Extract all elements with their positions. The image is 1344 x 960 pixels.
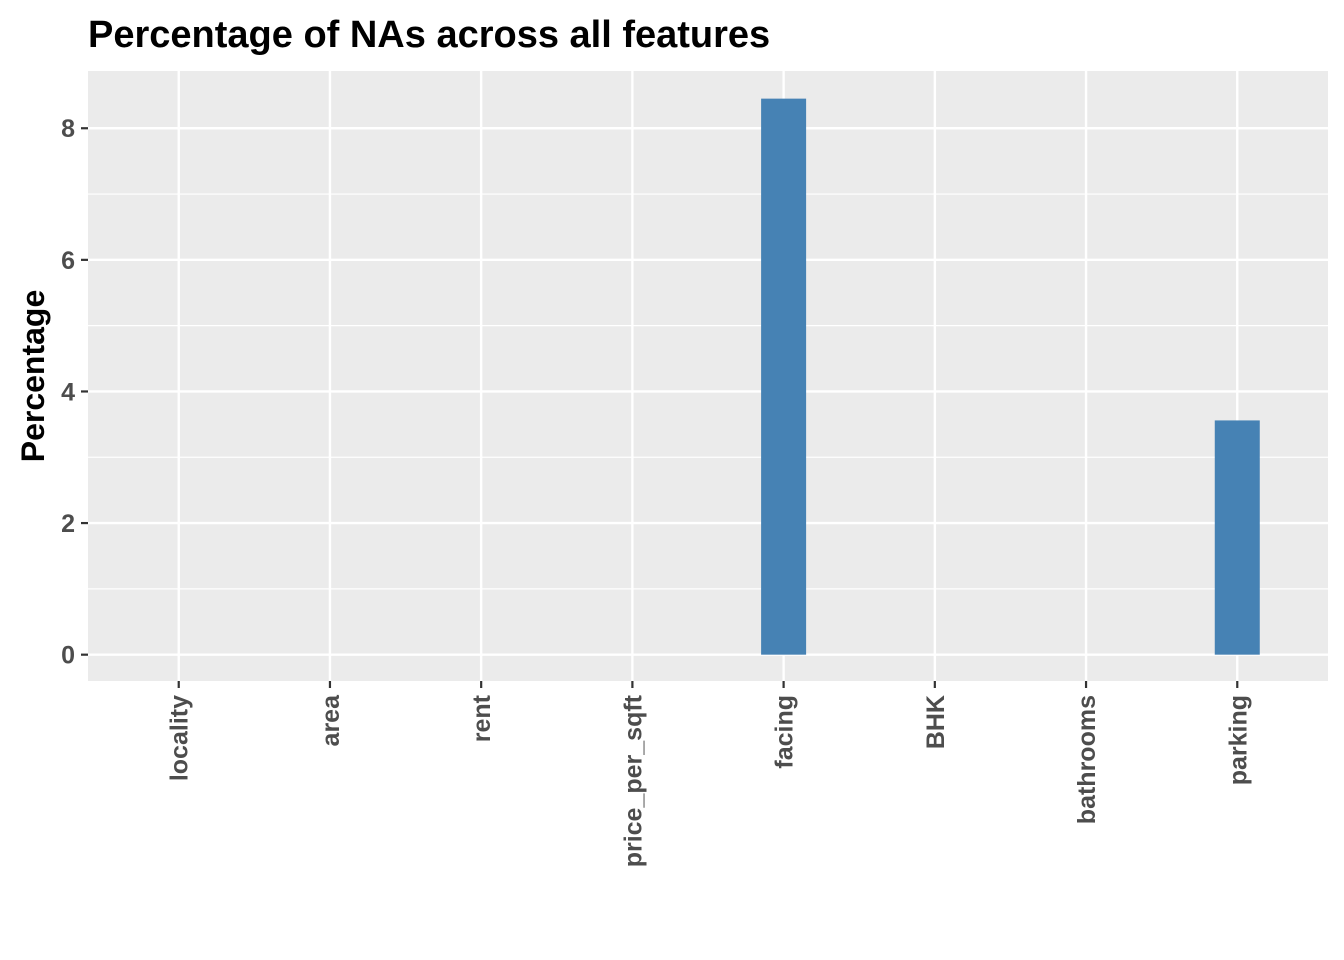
x-tick-label: BHK <box>922 695 950 749</box>
y-tick-label: 4 <box>61 378 75 406</box>
x-tick-label: facing <box>771 695 799 769</box>
x-tick-label: area <box>317 694 345 747</box>
y-axis-title: Percentage <box>15 290 51 463</box>
y-axis: 0 2 4 6 8 <box>61 115 88 670</box>
y-tick-label: 6 <box>61 247 75 275</box>
y-tick-label: 2 <box>61 510 75 538</box>
bars <box>761 98 1260 655</box>
x-tick-label: rent <box>468 694 496 742</box>
x-tick-label: parking <box>1224 695 1252 785</box>
x-axis: locality area rent price_per_sqft facing BHK b… <box>166 681 1252 867</box>
bar-facing <box>761 98 807 655</box>
x-tick-label: price_per_sqft <box>619 694 647 867</box>
plot-panel <box>88 71 1328 681</box>
bar-parking <box>1214 420 1260 655</box>
y-tick-label: 0 <box>61 642 75 670</box>
chart-title: Percentage of NAs across all features <box>88 14 770 56</box>
y-tick-label: 8 <box>61 115 75 143</box>
x-tick-label: locality <box>166 695 194 781</box>
x-tick-label: bathrooms <box>1073 695 1101 824</box>
